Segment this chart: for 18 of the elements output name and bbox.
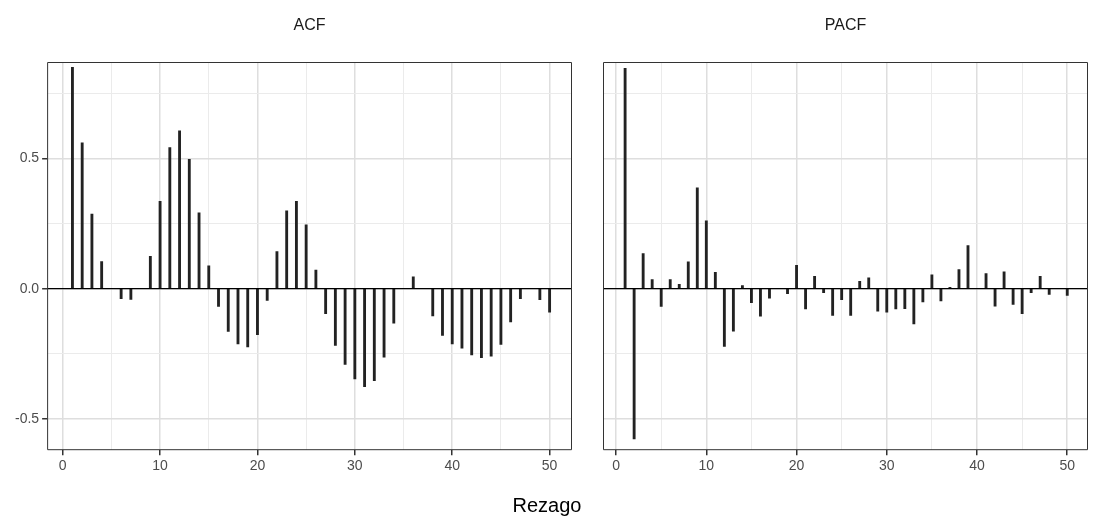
- x-tick-label: 40: [444, 457, 461, 474]
- x-axis-title: Rezago: [511, 494, 583, 517]
- x-tick-label: 0: [612, 457, 621, 474]
- x-tick-label: 50: [1059, 457, 1076, 474]
- chart-title: PACF: [823, 16, 868, 34]
- x-tick-label: 0: [58, 457, 67, 474]
- x-tick-label: 30: [878, 457, 895, 474]
- x-tick-label: 10: [152, 457, 169, 474]
- x-tick-label: 30: [347, 457, 363, 474]
- x-tick-label: 10: [698, 457, 715, 474]
- x-tick-label: 20: [249, 457, 266, 474]
- chart-title: ACF: [292, 16, 327, 34]
- x-tick-label: 50: [541, 457, 558, 474]
- y-tick-label: -0.5: [15, 409, 40, 426]
- y-tick-label: 0.5: [19, 149, 40, 166]
- x-tick-label: 20: [788, 457, 805, 474]
- x-tick-label: 40: [969, 457, 986, 474]
- y-tick-label: 0.0: [19, 279, 40, 296]
